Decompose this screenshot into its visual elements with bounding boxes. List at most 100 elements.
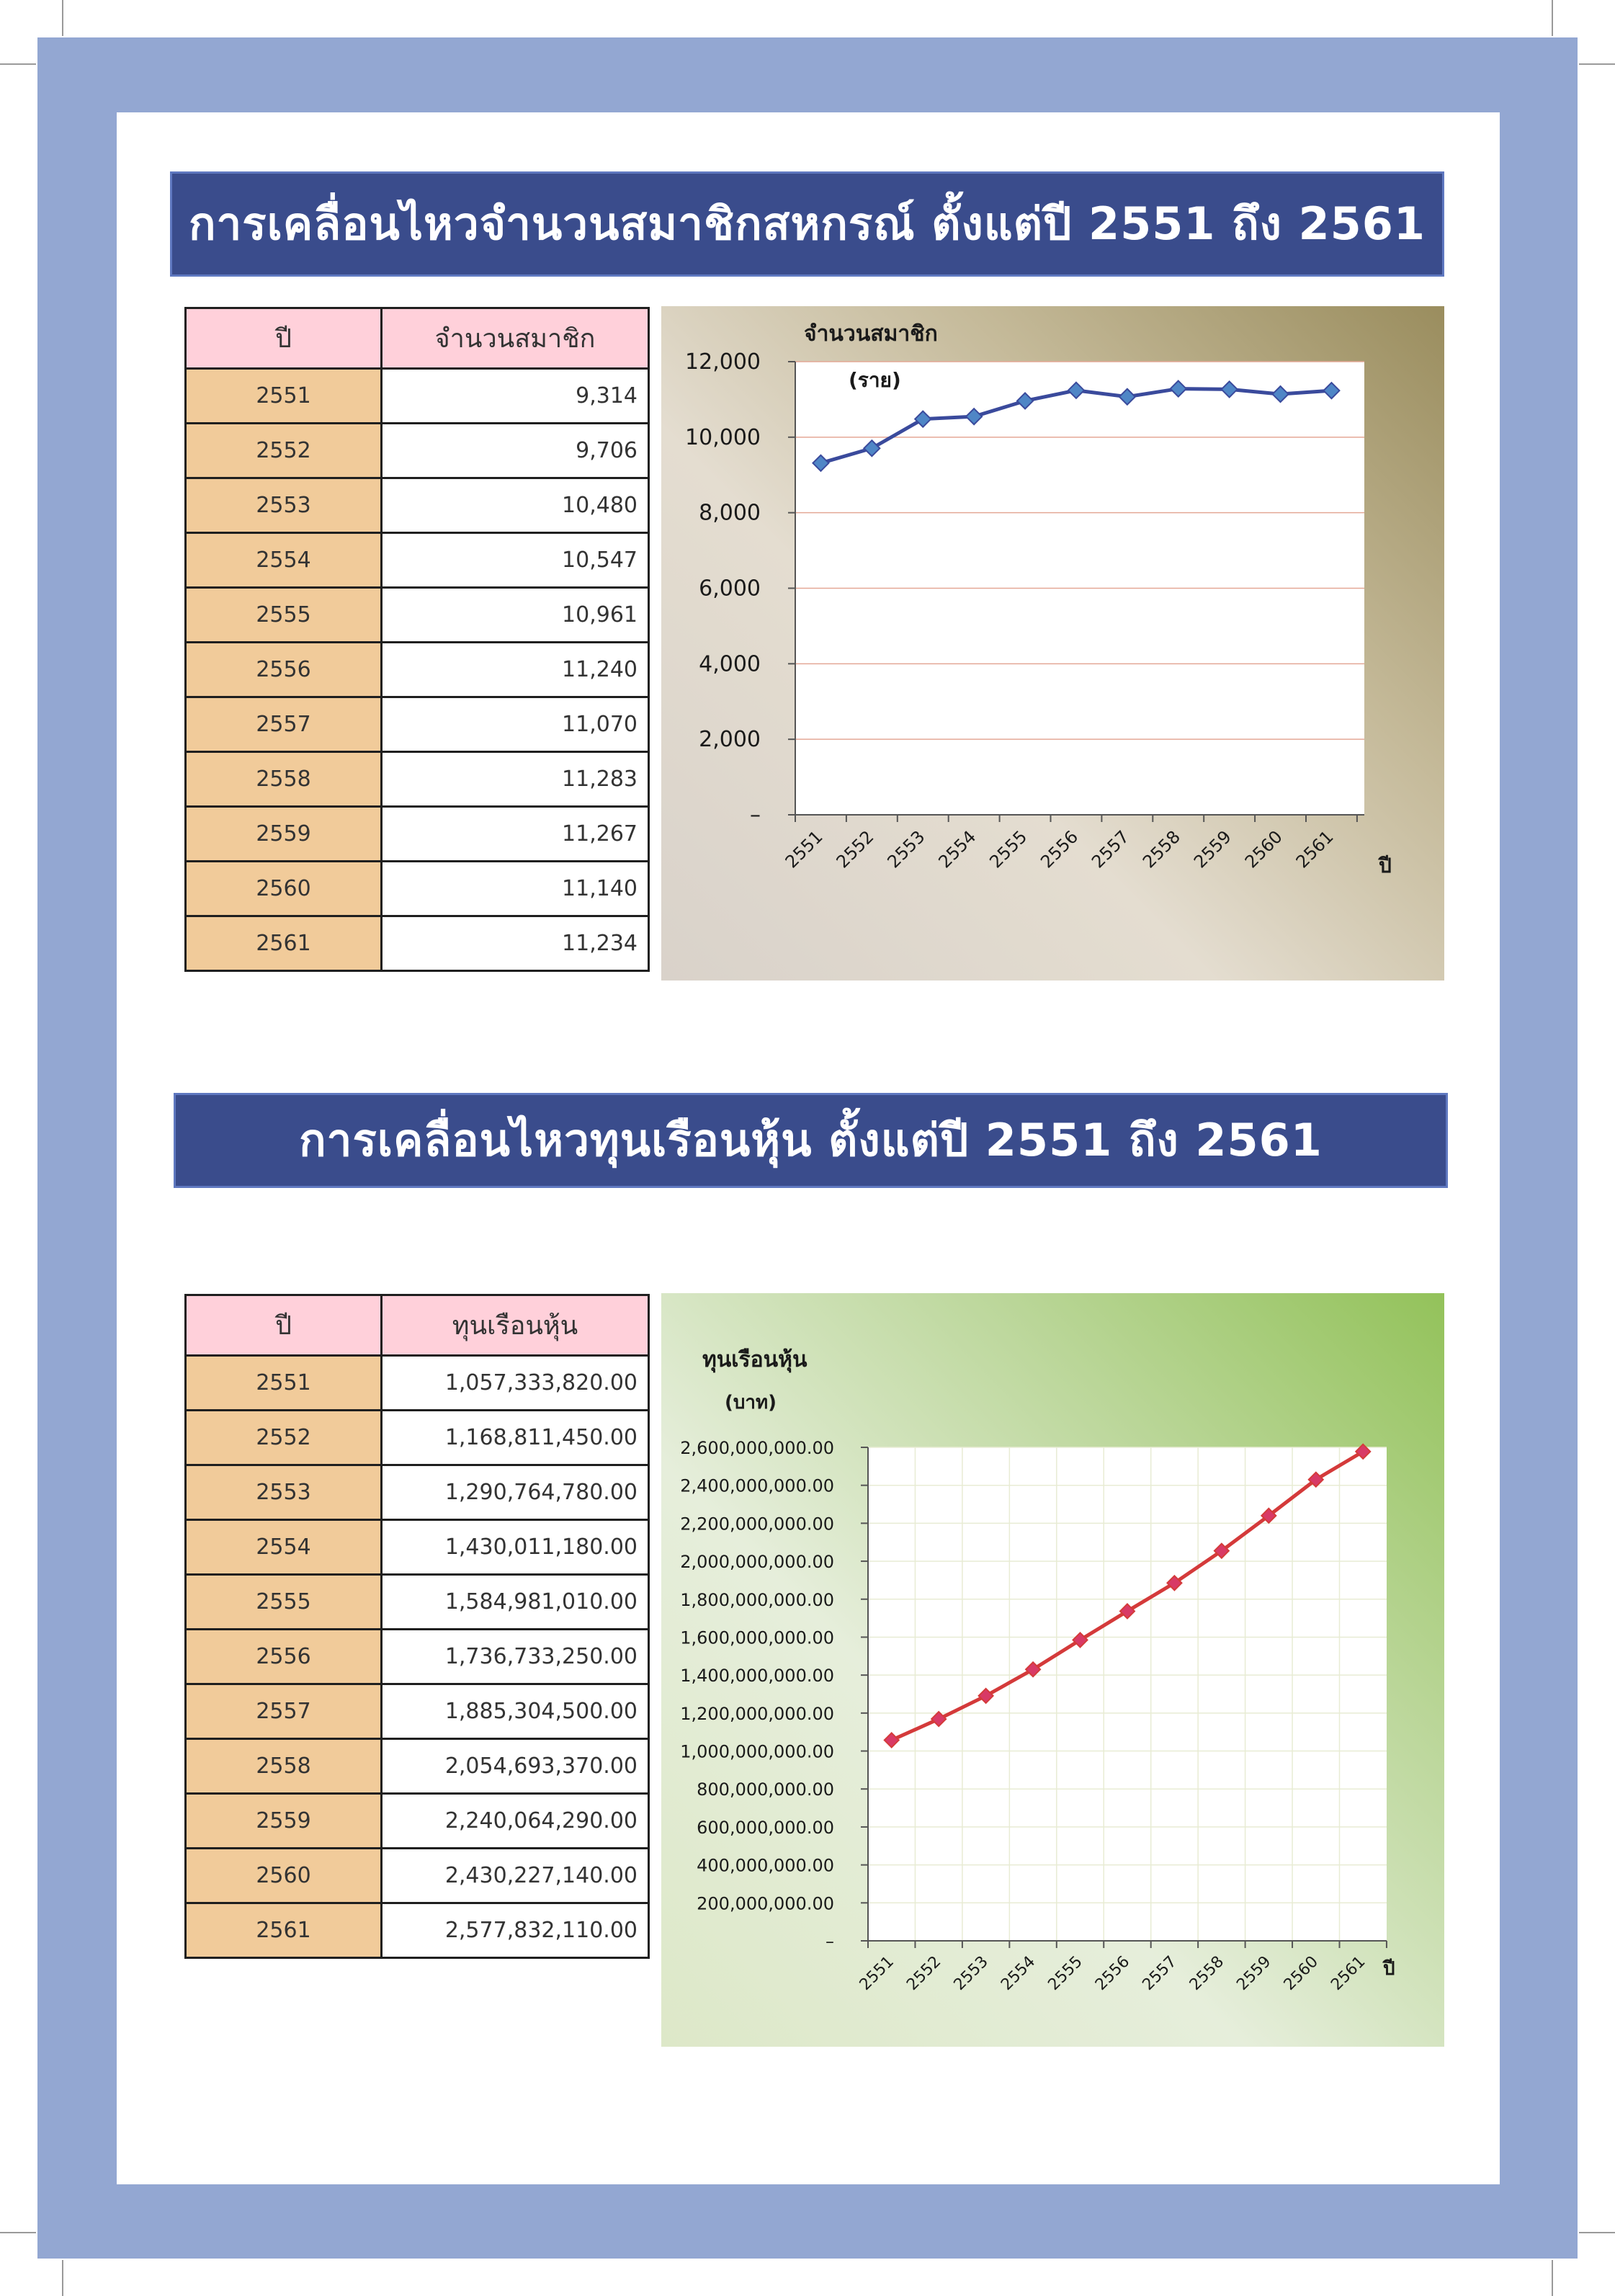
data-point — [1169, 380, 1188, 398]
data-point — [1072, 1632, 1088, 1648]
data-point — [1260, 1507, 1277, 1524]
year-cell: 2560 — [184, 1847, 382, 1904]
x-tick-label: 2558 — [1186, 1953, 1227, 1994]
y-tick-label: 800,000,000.00 — [697, 1779, 834, 1800]
year-cell: 2558 — [184, 751, 382, 808]
crop-mark — [1579, 2232, 1615, 2233]
crop-mark — [62, 2260, 63, 2296]
value-cell: 11,070 — [380, 696, 650, 753]
plot-area — [868, 1447, 1387, 1941]
value-cell: 11,234 — [380, 915, 650, 972]
crop-mark — [1552, 0, 1553, 36]
data-point — [1307, 1471, 1325, 1488]
y-tick-label: 400,000,000.00 — [697, 1856, 834, 1876]
x-tick-label: 2557 — [1139, 1953, 1180, 1994]
table-row: 2552 9,706 — [184, 422, 650, 479]
value-cell: 1,430,011,180.00 — [380, 1519, 650, 1576]
y-tick-label: 4,000 — [699, 651, 761, 676]
column-header-year: ปี — [184, 1294, 382, 1357]
data-point — [1067, 381, 1086, 400]
x-tick-label: 2561 — [1328, 1953, 1369, 1994]
table-row: 2552 1,168,811,450.00 — [184, 1409, 650, 1466]
data-point — [1016, 392, 1034, 410]
y-tick-label: 1,400,000,000.00 — [680, 1666, 834, 1686]
table-row: 2556 1,736,733,250.00 — [184, 1628, 650, 1685]
data-point — [913, 410, 932, 429]
value-cell: 2,430,227,140.00 — [380, 1847, 650, 1904]
value-cell: 11,240 — [380, 641, 650, 698]
x-tick-label: 2556 — [1092, 1953, 1133, 1994]
x-tick-label: 2553 — [951, 1953, 992, 1994]
table-row: 2553 10,480 — [184, 477, 650, 534]
section-title-share-capital: การเคลื่อนไหวทุนเรือนหุ้น ตั้งแต่ปี 2551… — [174, 1093, 1448, 1188]
section-title-members: การเคลื่อนไหวจำนวนสมาชิกสหกรณ์ ตั้งแต่ปี… — [170, 171, 1444, 277]
data-point — [1119, 1603, 1136, 1620]
table-row: 2559 2,240,064,290.00 — [184, 1792, 650, 1849]
data-point — [1271, 385, 1289, 403]
value-cell: 9,706 — [380, 422, 650, 479]
x-tick-label: 2559 — [1190, 826, 1235, 872]
year-cell: 2559 — [184, 1792, 382, 1849]
table-row: 2560 11,140 — [184, 860, 650, 917]
x-tick-label: 2558 — [1139, 826, 1184, 872]
year-cell: 2551 — [184, 1354, 382, 1411]
y-tick-label: – — [750, 803, 761, 828]
y-tick-label: 600,000,000.00 — [697, 1818, 834, 1838]
table-row: 2561 11,234 — [184, 915, 650, 972]
value-cell: 10,547 — [380, 532, 650, 589]
value-cell: 1,168,811,450.00 — [380, 1409, 650, 1466]
year-cell: 2551 — [184, 367, 382, 424]
year-cell: 2554 — [184, 532, 382, 589]
value-cell: 9,314 — [380, 367, 650, 424]
data-point — [1323, 381, 1341, 400]
table-row: 2558 2,054,693,370.00 — [184, 1738, 650, 1795]
column-header-share-capital: ทุนเรือนหุ้น — [380, 1294, 650, 1357]
x-tick-label: 2559 — [1233, 1953, 1274, 1994]
crop-mark — [62, 0, 63, 36]
x-tick-label: 2555 — [985, 826, 1031, 872]
table-row: 2560 2,430,227,140.00 — [184, 1847, 650, 1904]
value-cell: 10,961 — [380, 586, 650, 643]
year-cell: 2557 — [184, 696, 382, 753]
year-cell: 2556 — [184, 641, 382, 698]
members-table: ปี จำนวนสมาชิก 2551 9,314 2552 9,706 2553 10,… — [184, 307, 650, 972]
data-point — [1118, 388, 1137, 406]
share-capital-chart-panel: – 200,000,000.00 400,000,000.00 600,000,000… — [661, 1293, 1444, 2047]
data-point — [1024, 1661, 1042, 1678]
value-cell: 2,577,832,110.00 — [380, 1902, 650, 1959]
y-tick-label: 200,000,000.00 — [697, 1893, 834, 1913]
year-cell: 2556 — [184, 1628, 382, 1685]
crop-mark — [0, 2232, 36, 2233]
table-row: 2551 1,057,333,820.00 — [184, 1354, 650, 1411]
year-cell: 2553 — [184, 477, 382, 534]
value-cell: 11,140 — [380, 860, 650, 917]
x-tick-label: 2551 — [782, 826, 827, 872]
data-point — [862, 439, 881, 457]
year-cell: 2560 — [184, 860, 382, 917]
table-row: 2551 9,314 — [184, 367, 650, 424]
value-cell: 1,736,733,250.00 — [380, 1628, 650, 1685]
y-tick-label: 2,600,000,000.00 — [680, 1438, 834, 1458]
data-point — [1213, 1542, 1230, 1560]
chart-title: ทุนเรือนหุ้น — [702, 1347, 808, 1373]
value-cell: 2,240,064,290.00 — [380, 1792, 650, 1849]
value-cell: 10,480 — [380, 477, 650, 534]
year-cell: 2552 — [184, 1409, 382, 1466]
column-header-year: ปี — [184, 307, 382, 370]
x-tick-label: 2553 — [884, 826, 929, 872]
year-cell: 2561 — [184, 1902, 382, 1959]
table-row: 2555 1,584,981,010.00 — [184, 1573, 650, 1630]
data-point — [812, 454, 830, 473]
year-cell: 2555 — [184, 586, 382, 643]
x-tick-label: 2557 — [1088, 826, 1133, 872]
share-capital-table: ปี ทุนเรือนหุ้น 2551 1,057,333,820.00 2552… — [184, 1294, 650, 1959]
chart-subtitle: (ราย) — [849, 368, 901, 392]
value-cell: 11,267 — [380, 805, 650, 862]
value-cell: 1,885,304,500.00 — [380, 1683, 650, 1740]
year-cell: 2552 — [184, 422, 382, 479]
year-cell: 2554 — [184, 1519, 382, 1576]
crop-mark — [0, 63, 36, 65]
table-row: 2555 10,961 — [184, 586, 650, 643]
x-tick-label: 2551 — [856, 1953, 898, 1994]
